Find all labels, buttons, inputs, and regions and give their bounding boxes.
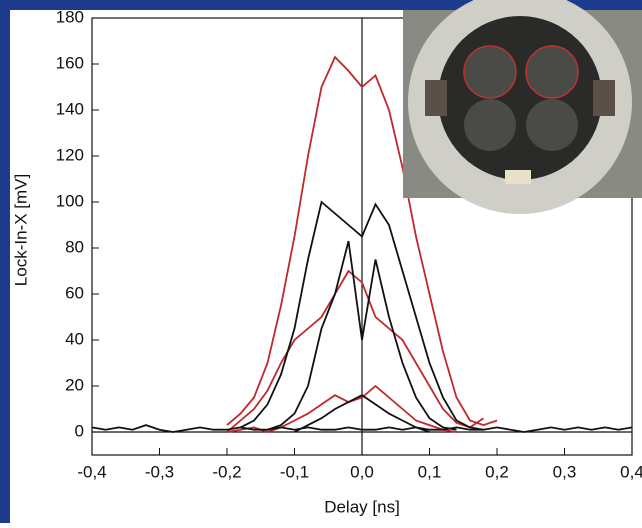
y-tick-label: 20 <box>65 375 84 394</box>
x-tick-label: 0,3 <box>553 462 577 481</box>
y-tick-label: 60 <box>65 283 84 302</box>
y-tick-label: 120 <box>56 145 84 164</box>
series-line <box>240 200 484 431</box>
inset-photo <box>403 0 642 214</box>
x-axis-label: Delay [ns] <box>324 497 400 516</box>
y-tick-label: 100 <box>56 191 84 210</box>
x-tick-label: -0,4 <box>77 462 106 481</box>
y-tick-label: 80 <box>65 237 84 256</box>
series-line <box>226 55 498 427</box>
series-line <box>226 384 457 433</box>
x-tick-label: -0,3 <box>145 462 174 481</box>
y-tick-label: 0 <box>75 421 84 440</box>
x-tick-label: -0,1 <box>280 462 309 481</box>
series-line <box>294 394 430 433</box>
x-tick-label: -0,2 <box>212 462 241 481</box>
y-tick-label: 160 <box>56 53 84 72</box>
y-tick-label: 140 <box>56 99 84 118</box>
series-line <box>226 269 485 433</box>
x-tick-label: 0,2 <box>485 462 509 481</box>
x-tick-label: 0,0 <box>350 462 374 481</box>
y-tick-label: 40 <box>65 329 84 348</box>
y-tick-label: 180 <box>56 7 84 26</box>
series-line <box>267 240 457 431</box>
x-tick-label: 0,1 <box>418 462 442 481</box>
series-line <box>91 424 633 433</box>
y-axis-label: Lock-In-X [mV] <box>11 174 30 286</box>
x-tick-label: 0,4 <box>620 462 642 481</box>
